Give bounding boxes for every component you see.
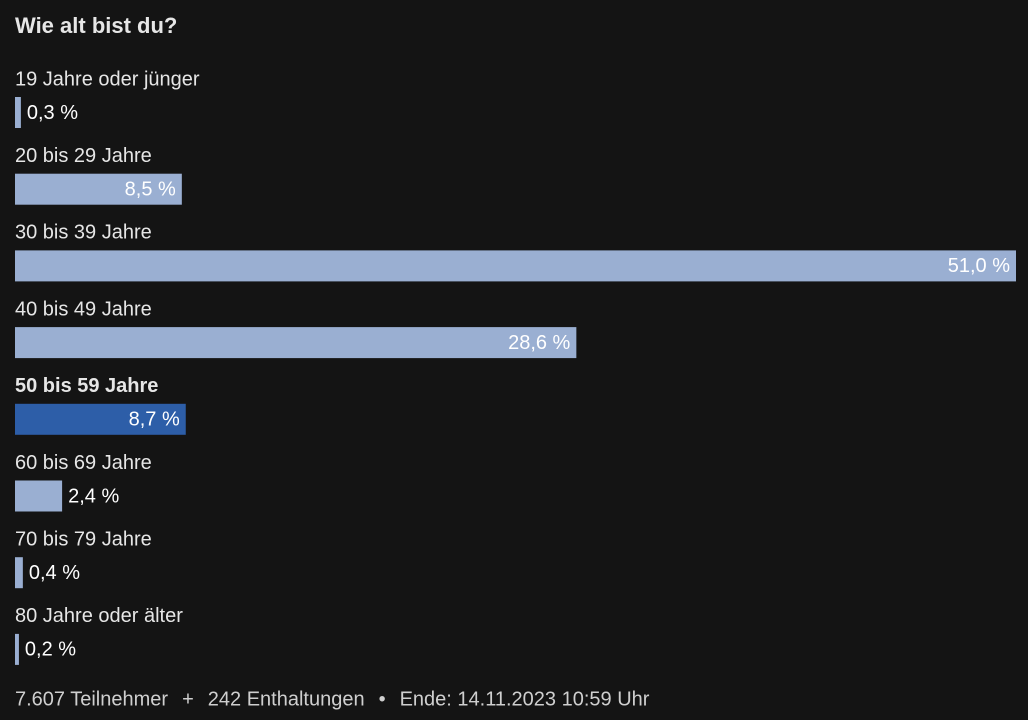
footer-text: +: [182, 688, 194, 710]
bar: [15, 480, 63, 512]
value-label: 0,2 %: [25, 639, 76, 661]
footer-text: Ende: 14.11.2023 10:59 Uhr: [400, 688, 650, 710]
value-label: 51,0 %: [948, 255, 1010, 277]
value-label: 8,7 %: [129, 409, 180, 431]
bar: [15, 173, 182, 205]
category-label: 60 bis 69 Jahre: [15, 452, 152, 474]
bar: [15, 250, 1016, 282]
category-label: 70 bis 79 Jahre: [15, 528, 152, 550]
category-label: 19 Jahre oder jünger: [15, 68, 200, 90]
bar: [15, 633, 19, 665]
footer-text: 7.607 Teilnehmer: [15, 688, 168, 710]
category-label: 30 bis 39 Jahre: [15, 222, 152, 244]
category-label: 40 bis 49 Jahre: [15, 298, 152, 320]
value-label: 28,6 %: [508, 332, 570, 354]
category-label: 20 bis 29 Jahre: [15, 145, 152, 167]
category-label: 50 bis 59 Jahre: [15, 375, 158, 397]
bar: [15, 97, 21, 128]
value-label: 8,5 %: [125, 178, 176, 200]
footer-text: 242 Enthaltungen: [208, 688, 365, 710]
bar: [15, 557, 23, 589]
value-label: 0,4 %: [29, 562, 80, 584]
value-label: 0,3 %: [27, 102, 78, 124]
value-label: 2,4 %: [68, 485, 119, 507]
footer-text: •: [379, 688, 386, 710]
chart-title: Wie alt bist du?: [15, 13, 177, 38]
bar: [15, 327, 577, 359]
bar: [15, 403, 186, 435]
category-label: 80 Jahre oder älter: [15, 605, 183, 627]
